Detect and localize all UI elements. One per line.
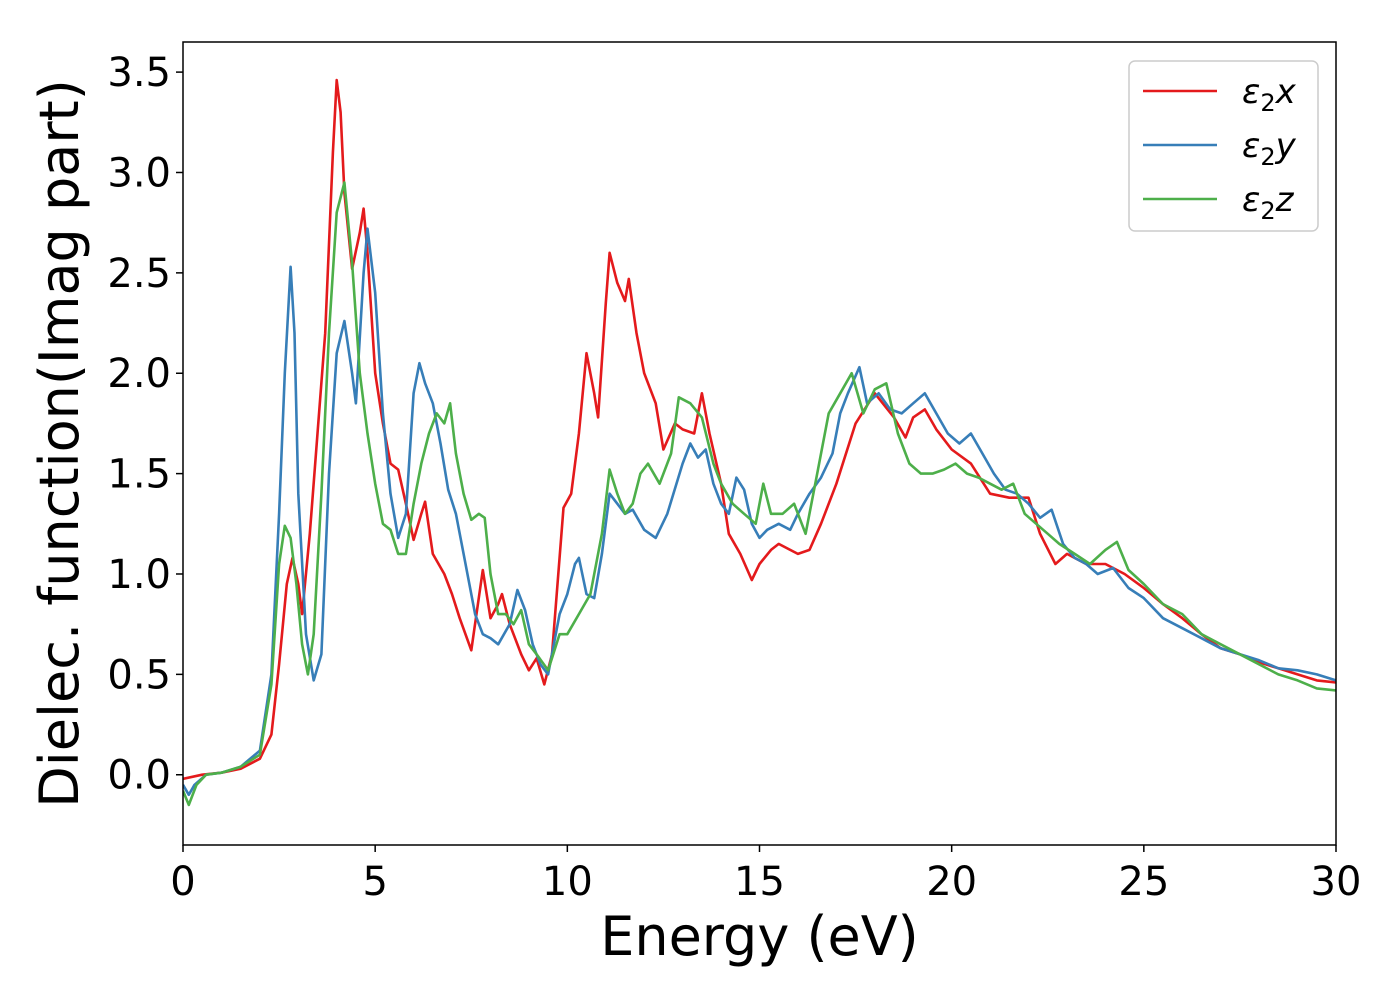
y-tick-label: 0.0: [107, 753, 171, 799]
x-tick-label: 0: [170, 859, 195, 905]
legend-box: [1128, 60, 1319, 232]
series-line-y: [183, 227, 1336, 797]
plot-area: [183, 78, 1336, 807]
x-axis-title: Energy (eV): [600, 905, 919, 968]
x-tick-label: 30: [1311, 859, 1362, 905]
x-tick-label: 25: [1118, 859, 1169, 905]
y-tick-label: 1.0: [107, 552, 171, 598]
x-tick-label: 20: [926, 859, 977, 905]
legend-label-y: ε2y: [1242, 126, 1297, 171]
x-tick-label: 5: [362, 859, 387, 905]
y-axis-ticks: 0.0 0.5 1.0 1.5 2.0 2.5 3.0 3.5: [107, 50, 183, 799]
y-tick-label: 2.0: [107, 351, 171, 397]
y-tick-label: 1.5: [107, 452, 171, 498]
y-tick-label: 2.5: [107, 251, 171, 297]
legend: ε2x ε2y ε2z: [1128, 60, 1319, 232]
y-tick-label: 3.0: [107, 150, 171, 196]
plot-frame: [182, 41, 1337, 846]
x-tick-label: 10: [542, 859, 593, 905]
y-tick-label: 3.5: [107, 50, 171, 96]
x-tick-label: 15: [734, 859, 785, 905]
series-line-z: [183, 181, 1336, 807]
x-axis-ticks: 0 5 10 15 20 25 30: [170, 845, 1361, 905]
legend-label-x: ε2x: [1242, 72, 1297, 117]
legend-label-z: ε2z: [1242, 180, 1295, 225]
y-axis-title: Dielec. function(Imag part): [28, 79, 91, 808]
y-tick-label: 0.5: [107, 652, 171, 698]
